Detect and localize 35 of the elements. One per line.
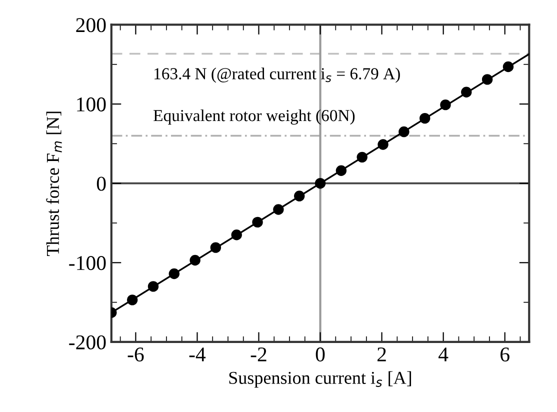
point — [461, 86, 472, 98]
ref-line-label: Equivalent rotor weight (60N) — [154, 109, 355, 125]
y-tick-label: 100 — [77, 97, 106, 112]
x-tick-label: 2 — [378, 347, 386, 362]
point — [294, 190, 305, 202]
x-tick-label: 0 — [316, 347, 325, 362]
point — [210, 242, 222, 253]
point — [168, 268, 180, 280]
point — [190, 254, 200, 266]
point — [273, 204, 284, 215]
point — [356, 152, 368, 163]
point — [148, 281, 159, 292]
x-tick-label: -2 — [250, 347, 266, 362]
x-tick-label: 4 — [438, 348, 448, 362]
y-tick-label: -100 — [69, 256, 106, 270]
point — [398, 126, 410, 138]
point — [336, 165, 347, 176]
point — [482, 74, 493, 85]
y-tick-label: 0 — [96, 176, 106, 191]
x-tick-label: 6 — [500, 347, 510, 362]
point — [440, 99, 451, 110]
point — [126, 294, 138, 306]
x-tick-label: -4 — [189, 348, 206, 362]
x-tick-label: -6 — [128, 347, 144, 362]
point — [420, 112, 430, 124]
y-tick-label: 200 — [76, 18, 106, 32]
y-axis-title: Thrust force F$_{m}$ [N] — [46, 112, 62, 256]
point — [314, 178, 326, 189]
point — [502, 61, 514, 72]
point — [378, 139, 388, 150]
point — [231, 230, 242, 240]
x-axis-title: Suspension current i$_{s}$ [A] — [229, 371, 412, 388]
ref-line-label: 163.4 N (@rated current i$_{s}$ = 6.79 A) — [154, 68, 400, 83]
point — [252, 216, 263, 228]
y-tick-label: -200 — [69, 335, 106, 350]
